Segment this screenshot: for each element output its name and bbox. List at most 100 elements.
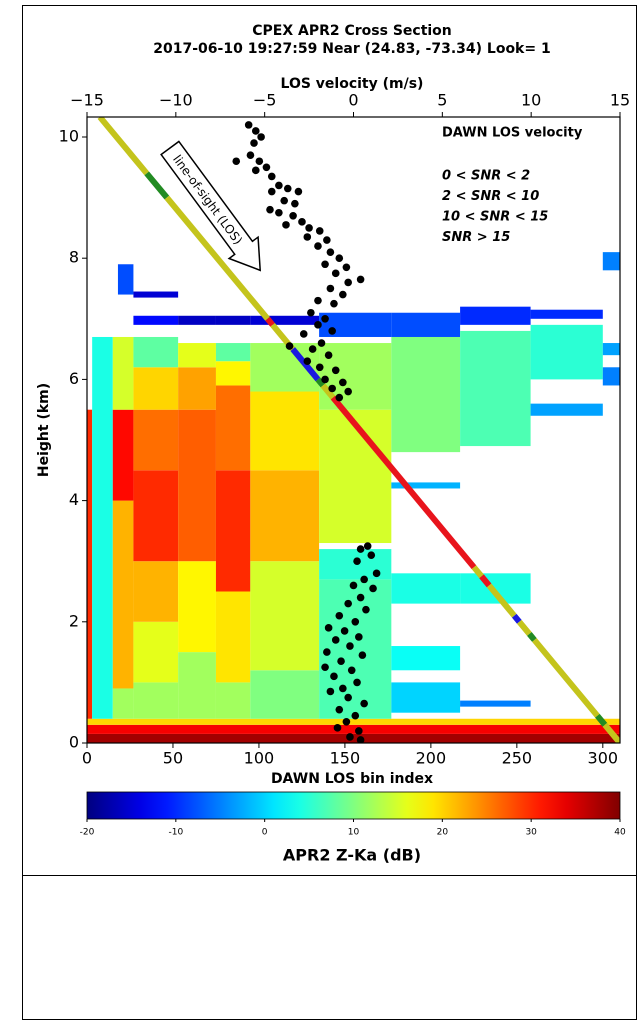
reflectivity-cell — [92, 336, 113, 719]
reflectivity-cell — [460, 700, 531, 707]
velocity-point — [339, 684, 347, 693]
velocity-point — [349, 581, 358, 590]
velocity-point — [369, 584, 377, 593]
velocity-point — [331, 269, 340, 278]
x2-tick-label: −15 — [70, 91, 104, 110]
velocity-point — [356, 736, 365, 743]
y-tick-label: 0 — [69, 733, 79, 752]
outer-frame — [22, 5, 637, 1020]
los-segment — [486, 583, 517, 618]
velocity-point — [367, 551, 376, 559]
los-segment — [164, 195, 270, 321]
velocity-point — [275, 181, 283, 190]
velocity-point — [298, 218, 306, 226]
arrow-shape — [160, 140, 262, 272]
reflectivity-cell — [215, 315, 251, 325]
y-tick-label: 8 — [69, 248, 79, 267]
reflectivity-cell — [215, 343, 251, 362]
reflectivity-cell — [250, 470, 320, 562]
velocity-point — [251, 166, 260, 175]
velocity-point — [315, 227, 324, 235]
y-tick-label: 10 — [59, 126, 79, 145]
x-tick-label: 200 — [416, 749, 447, 768]
colorbar-tick-label: 30 — [525, 828, 537, 838]
reflectivity-cell — [391, 312, 461, 337]
velocity-point — [355, 633, 363, 641]
x-tick-label: 150 — [330, 749, 361, 768]
velocity-point — [335, 393, 344, 402]
reflectivity-cell — [460, 306, 531, 325]
legend-entry: SNR > 15 — [442, 230, 510, 245]
velocity-point — [356, 275, 365, 284]
velocity-point — [333, 724, 342, 732]
velocity-point — [267, 187, 276, 196]
annotation: line-of-sight (LOS) — [170, 152, 245, 247]
velocity-point — [275, 208, 283, 217]
velocity-point — [250, 139, 258, 147]
velocity-point — [321, 314, 329, 323]
velocity-point — [285, 342, 294, 350]
velocity-point — [305, 224, 313, 232]
velocity-point — [299, 330, 308, 338]
velocity-point — [294, 187, 303, 196]
velocity-point — [353, 557, 361, 565]
x2-tick-label: 15 — [610, 91, 630, 110]
velocity-point — [342, 263, 351, 272]
chart-title: CPEX APR2 Cross Section — [252, 23, 452, 39]
velocity-point — [335, 254, 344, 262]
velocity-point — [339, 378, 347, 387]
reflectivity-cell — [112, 500, 134, 689]
velocity-point — [308, 345, 317, 353]
colorbar-label: APR2 Z-Ka (dB) — [283, 846, 421, 865]
y-tick-label: 6 — [69, 369, 79, 388]
reflectivity-cell — [602, 343, 620, 356]
reflectivity-cell — [133, 621, 179, 683]
velocity-point — [331, 636, 340, 644]
los-segment — [511, 613, 522, 624]
plot-area — [87, 117, 620, 743]
reflectivity-cell — [178, 652, 216, 719]
velocity-point — [321, 663, 329, 672]
reflectivity-cell — [178, 367, 216, 410]
x2-tick-label: 10 — [521, 91, 541, 110]
velocity-point — [232, 157, 241, 166]
reflectivity-cell — [178, 561, 216, 653]
reflectivity-cell — [530, 403, 603, 416]
x-axis-label: DAWN LOS bin index — [271, 771, 433, 787]
x-tick-label: 50 — [163, 749, 183, 768]
reflectivity-cell — [133, 367, 179, 410]
velocity-point — [363, 542, 372, 550]
los-segment — [595, 713, 608, 727]
velocity-point — [362, 605, 370, 614]
reflectivity-cell — [215, 361, 251, 386]
reflectivity-cell — [87, 409, 93, 719]
reflectivity-cell — [133, 561, 179, 622]
reflectivity-cell — [133, 315, 179, 325]
velocity-point — [339, 290, 347, 299]
velocity-point — [315, 363, 324, 372]
velocity-point — [372, 569, 381, 578]
velocity-point — [344, 278, 352, 287]
velocity-point — [344, 387, 352, 396]
reflectivity-cell — [112, 336, 134, 410]
velocity-point — [283, 184, 292, 193]
velocity-point — [321, 260, 329, 269]
colorbar-tick-label: -20 — [80, 828, 95, 838]
velocity-point — [282, 221, 290, 229]
los-segment — [320, 383, 336, 400]
colorbar-tick-label: -10 — [168, 828, 183, 838]
reflectivity-cell — [215, 385, 251, 471]
velocity-point — [246, 151, 255, 159]
velocity-point — [280, 196, 289, 205]
velocity-point — [324, 351, 333, 359]
reflectivity-cell — [133, 291, 179, 298]
legend-title: DAWN LOS velocity — [442, 126, 583, 141]
velocity-point — [356, 593, 365, 602]
velocity-point — [323, 648, 331, 656]
x-tick-label: 300 — [588, 749, 619, 768]
velocity-point — [251, 127, 260, 135]
velocity-point — [346, 642, 354, 650]
x-tick-label: 0 — [82, 749, 92, 768]
velocity-point — [326, 248, 335, 256]
